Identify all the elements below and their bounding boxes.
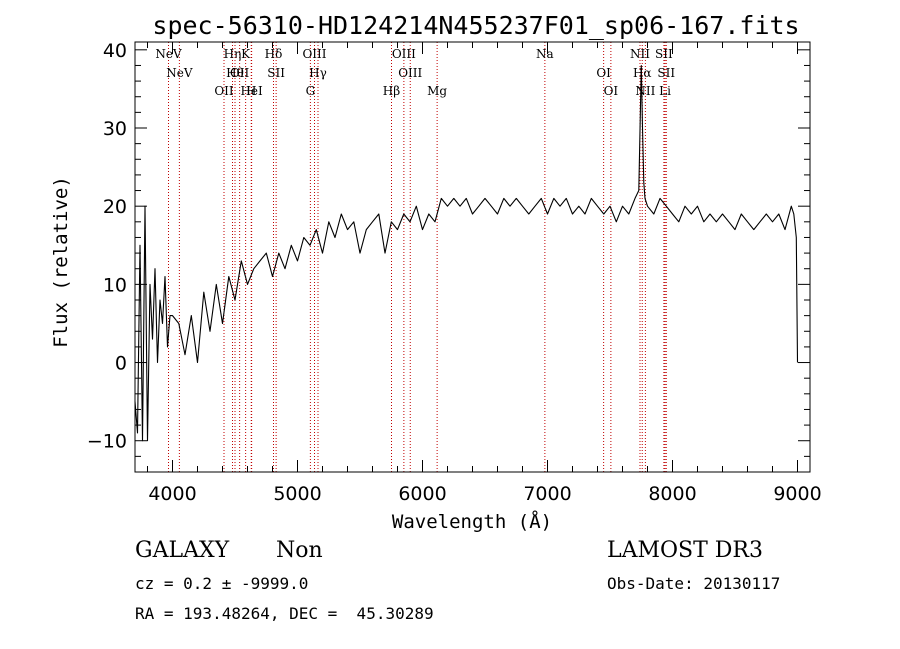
plot-frame (134, 41, 811, 473)
spectral-line-label: SII (655, 47, 673, 61)
survey-name: LAMOST DR3 (607, 538, 763, 563)
y-tick-label: 40 (103, 40, 127, 62)
y-tick-label: 0 (115, 353, 127, 375)
axis-ticks: 4000 5000 6000 7000 8000 9000 −10 0 10 20 30 40 (87, 40, 822, 505)
spectral-line-labels: NeV NeV OII Hη HθH K OII HeI Hδ SII G OIII Hγ Hβ OIII O… (155, 47, 675, 98)
object-subclass: Non (276, 538, 323, 563)
spectral-line-label: SII (267, 66, 285, 80)
spectral-line-label: Hδ (265, 47, 283, 61)
spectral-line-label: Mg (427, 84, 447, 98)
coordinates: RA = 193.48264, DEC = 45.30289 (135, 604, 434, 623)
spectral-line-label: OIII (302, 47, 326, 61)
spectral-line-label: G (306, 84, 316, 98)
y-tick-label: 20 (103, 196, 127, 218)
spectral-line-label: Na (536, 47, 554, 61)
obs-date: Obs-Date: 20130117 (607, 574, 781, 593)
x-tick-label: 8000 (648, 483, 696, 505)
spectral-line-label: OII (214, 84, 234, 98)
redshift-cz: cz = 0.2 ± -9999.0 (135, 574, 309, 593)
y-tick-label: 10 (103, 274, 127, 296)
x-tick-label: 6000 (398, 483, 446, 505)
spectral-line-label: Li (659, 84, 671, 98)
object-class: GALAXY (135, 538, 230, 563)
spectral-line-label: HeI (240, 84, 263, 98)
spectral-line-label: OIII (398, 66, 422, 80)
flux-series-line (134, 64, 799, 442)
spectral-line-label: NeV (155, 47, 182, 61)
x-axis-label: Wavelength (Å) (392, 510, 552, 533)
y-tick-label: 30 (103, 118, 127, 140)
spectral-line-label: H (246, 84, 256, 98)
spectral-line-label: Hη (224, 47, 242, 61)
y-axis-label: Flux (relative) (50, 176, 72, 348)
spectral-line-label: NeV (166, 66, 193, 80)
series-layer (134, 64, 799, 442)
spectral-line-label: Hγ (309, 66, 327, 80)
spectral-line-label: Hα (633, 66, 652, 80)
spectral-line-label: OII (230, 66, 250, 80)
spectral-line-label: NII (635, 84, 655, 98)
spectral-line-label: Hβ (383, 84, 400, 98)
x-tick-label: 9000 (773, 483, 821, 505)
spectral-line-label: OI (604, 84, 619, 98)
x-tick-label: 7000 (523, 483, 571, 505)
spectral-line-label: K (241, 47, 251, 61)
spectral-line-label: SII (657, 66, 675, 80)
x-tick-label: 5000 (273, 483, 321, 505)
chart-title: spec-56310-HD124214N455237F01_sp06-167.f… (152, 11, 799, 40)
spectral-line-label: OIII (392, 47, 416, 61)
spectral-line-label: Hθ (226, 66, 244, 80)
spectral-line-label: NII (630, 47, 650, 61)
y-tick-label: −10 (87, 431, 127, 453)
x-tick-label: 4000 (148, 483, 196, 505)
spectral-lines-layer (168, 42, 667, 472)
spectral-line-label: OI (596, 66, 611, 80)
